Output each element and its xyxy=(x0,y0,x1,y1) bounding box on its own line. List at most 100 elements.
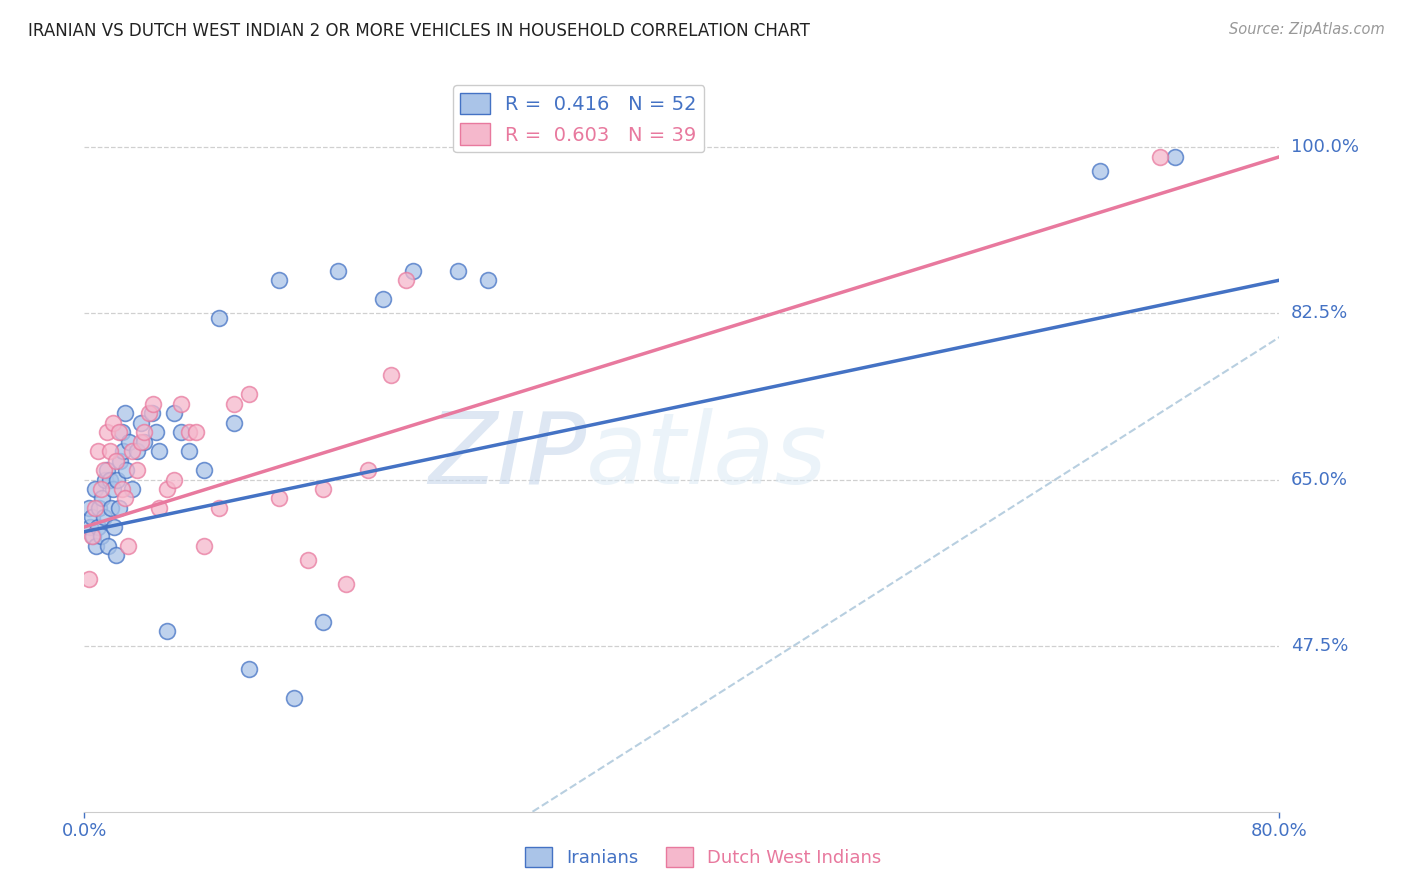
Point xyxy=(155,482,177,496)
Point xyxy=(155,624,177,639)
Point xyxy=(80,529,103,543)
Point xyxy=(114,406,136,420)
Point xyxy=(193,463,215,477)
Point xyxy=(186,425,208,439)
Point xyxy=(83,500,105,515)
Point xyxy=(89,500,111,515)
Point xyxy=(111,482,134,496)
Text: ZIP: ZIP xyxy=(427,408,586,505)
Text: 82.5%: 82.5% xyxy=(1291,304,1348,322)
Point xyxy=(82,529,104,543)
Point xyxy=(132,434,156,449)
Point xyxy=(110,453,132,467)
Point xyxy=(477,273,499,287)
Point xyxy=(163,406,186,420)
Point xyxy=(1090,164,1112,178)
Point xyxy=(101,416,124,430)
Point xyxy=(129,416,152,430)
Point xyxy=(177,425,200,439)
Point xyxy=(193,539,215,553)
Point xyxy=(104,453,127,467)
Text: 47.5%: 47.5% xyxy=(1291,637,1348,655)
Point xyxy=(142,396,165,410)
Point xyxy=(335,577,357,591)
Point xyxy=(104,549,127,563)
Point xyxy=(283,690,305,705)
Point xyxy=(93,510,115,524)
Point xyxy=(87,444,110,458)
Point xyxy=(79,520,101,534)
Point xyxy=(297,553,319,567)
Point xyxy=(125,463,148,477)
Point xyxy=(112,444,135,458)
Point xyxy=(394,273,416,287)
Point xyxy=(312,615,335,629)
Point xyxy=(170,425,193,439)
Legend: R =  0.416   N = 52, R =  0.603   N = 39: R = 0.416 N = 52, R = 0.603 N = 39 xyxy=(453,85,704,153)
Text: atlas: atlas xyxy=(586,408,828,505)
Point xyxy=(145,425,167,439)
Point xyxy=(87,520,110,534)
Point xyxy=(129,434,152,449)
Point xyxy=(77,572,100,586)
Point xyxy=(328,263,350,277)
Point xyxy=(98,444,121,458)
Point xyxy=(80,510,103,524)
Point xyxy=(115,463,138,477)
Point xyxy=(138,406,160,420)
Text: IRANIAN VS DUTCH WEST INDIAN 2 OR MORE VEHICLES IN HOUSEHOLD CORRELATION CHART: IRANIAN VS DUTCH WEST INDIAN 2 OR MORE V… xyxy=(28,22,810,40)
Point xyxy=(97,539,120,553)
Point xyxy=(121,482,143,496)
Point xyxy=(312,482,335,496)
Point xyxy=(267,273,290,287)
Point xyxy=(208,311,231,326)
Point xyxy=(163,473,186,487)
Point xyxy=(141,406,163,420)
Text: Source: ZipAtlas.com: Source: ZipAtlas.com xyxy=(1229,22,1385,37)
Point xyxy=(90,482,112,496)
Text: 100.0%: 100.0% xyxy=(1291,138,1358,156)
Point xyxy=(222,396,245,410)
Point xyxy=(86,539,108,553)
Point xyxy=(1164,150,1187,164)
Point xyxy=(132,425,156,439)
Point xyxy=(1149,150,1171,164)
Point xyxy=(177,444,200,458)
Point xyxy=(96,425,118,439)
Point xyxy=(100,500,122,515)
Point xyxy=(105,473,128,487)
Point xyxy=(107,425,129,439)
Point xyxy=(380,368,402,383)
Point xyxy=(238,387,260,401)
Point xyxy=(447,263,470,277)
Point xyxy=(91,491,114,506)
Point xyxy=(118,434,141,449)
Point xyxy=(101,482,124,496)
Legend: Iranians, Dutch West Indians: Iranians, Dutch West Indians xyxy=(517,839,889,874)
Point xyxy=(208,500,231,515)
Point xyxy=(121,444,143,458)
Point xyxy=(90,529,112,543)
Point xyxy=(238,662,260,676)
Point xyxy=(114,491,136,506)
Point xyxy=(357,463,380,477)
Point xyxy=(117,539,139,553)
Point xyxy=(94,473,117,487)
Text: 65.0%: 65.0% xyxy=(1291,470,1347,489)
Point xyxy=(98,473,121,487)
Point xyxy=(96,463,118,477)
Point xyxy=(93,463,115,477)
Point xyxy=(77,500,100,515)
Point xyxy=(267,491,290,506)
Point xyxy=(222,416,245,430)
Point xyxy=(107,500,129,515)
Point xyxy=(170,396,193,410)
Point xyxy=(83,482,105,496)
Point xyxy=(111,425,134,439)
Point xyxy=(148,444,170,458)
Point xyxy=(402,263,425,277)
Point xyxy=(125,444,148,458)
Point xyxy=(103,520,125,534)
Point xyxy=(373,292,395,306)
Point xyxy=(148,500,170,515)
